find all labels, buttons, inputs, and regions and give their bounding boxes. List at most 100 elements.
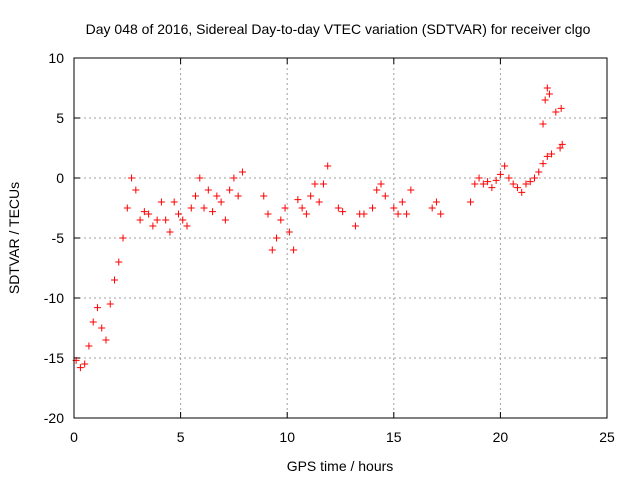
data-point-marker [196, 174, 204, 182]
data-point-marker [115, 258, 123, 266]
data-point-marker [174, 210, 182, 218]
data-point-marker [179, 216, 187, 224]
data-point-marker [324, 162, 332, 170]
data-point-marker [85, 342, 93, 350]
data-point-marker [281, 204, 289, 212]
y-tick-label: -20 [44, 410, 64, 426]
data-point-marker [351, 222, 359, 230]
data-point-marker [149, 222, 157, 230]
data-point-marker [221, 216, 229, 224]
data-point-marker [543, 152, 551, 160]
data-point-marker [273, 234, 281, 242]
data-point-marker [535, 168, 543, 176]
data-point-marker [496, 170, 504, 178]
chart-title: Day 048 of 2016, Sidereal Day-to-day VTE… [86, 21, 591, 37]
data-point-marker [509, 180, 517, 188]
data-point-marker [209, 208, 217, 216]
data-point-marker [373, 186, 381, 194]
data-point-marker [334, 204, 342, 212]
data-point-marker [238, 168, 246, 176]
data-point-marker [106, 300, 114, 308]
data-point-marker [479, 180, 487, 188]
x-tick-label: 10 [279, 429, 295, 445]
data-point-marker [339, 208, 347, 216]
data-point-marker [187, 204, 195, 212]
data-point-marker [522, 180, 530, 188]
data-point-marker [123, 204, 131, 212]
x-tick-label: 20 [493, 429, 509, 445]
data-point-marker [488, 184, 496, 192]
data-point-marker [545, 90, 553, 98]
data-point-marker [260, 192, 268, 200]
data-point-marker [398, 198, 406, 206]
data-point-marker [475, 174, 483, 182]
y-tick-label: -10 [44, 290, 64, 306]
data-point-marker [290, 246, 298, 254]
data-point-marker [539, 160, 547, 168]
data-point-marker [102, 336, 110, 344]
data-point-marker [81, 360, 89, 368]
data-points [72, 84, 566, 372]
data-point-marker [294, 196, 302, 204]
data-point-marker [298, 204, 306, 212]
data-point-marker [394, 210, 402, 218]
grid-layer [74, 58, 607, 418]
data-point-marker [556, 144, 564, 152]
data-point-marker [315, 198, 323, 206]
data-point-marker [119, 234, 127, 242]
data-point-marker [403, 210, 411, 218]
data-point-marker [505, 174, 513, 182]
data-point-marker [377, 180, 385, 188]
data-point-marker [541, 96, 549, 104]
x-tick-label: 0 [70, 429, 78, 445]
data-point-marker [98, 324, 106, 332]
data-point-marker [277, 216, 285, 224]
y-tick-label: -15 [44, 350, 64, 366]
data-point-marker [128, 174, 136, 182]
data-point-marker [302, 210, 310, 218]
data-point-marker [437, 210, 445, 218]
data-point-marker [557, 104, 565, 112]
data-point-marker [111, 276, 119, 284]
data-point-marker [217, 198, 225, 206]
data-point-marker [319, 180, 327, 188]
data-point-marker [360, 210, 368, 218]
y-tick-label: 5 [56, 110, 64, 126]
data-point-marker [432, 198, 440, 206]
data-point-marker [307, 192, 315, 200]
data-point-marker [428, 204, 436, 212]
data-point-marker [93, 304, 101, 312]
data-point-marker [140, 208, 148, 216]
data-point-marker [136, 216, 144, 224]
ticks-layer: 0 5 10 15 20 25 -20 -15 -10 -5 0 5 10 [44, 50, 615, 445]
data-point-marker [200, 204, 208, 212]
data-point-marker [548, 150, 556, 158]
plot-area-border [73, 57, 608, 419]
data-point-marker [471, 180, 479, 188]
data-point-marker [390, 204, 398, 212]
data-point-marker [162, 216, 170, 224]
data-point-marker [552, 108, 560, 116]
y-axis-label: SDTVAR / TECUs [6, 182, 22, 294]
data-point-marker [558, 140, 566, 148]
data-point-marker [157, 198, 165, 206]
data-point-marker [132, 186, 140, 194]
y-tick-label: 0 [56, 170, 64, 186]
data-point-marker [513, 184, 521, 192]
data-point-marker [183, 222, 191, 230]
data-point-marker [268, 246, 276, 254]
data-point-marker [531, 174, 539, 182]
data-point-marker [264, 210, 272, 218]
data-point-marker [526, 178, 534, 186]
data-point-marker [170, 198, 178, 206]
data-point-marker [153, 216, 161, 224]
x-tick-label: 25 [599, 429, 615, 445]
y-tick-label: 10 [48, 50, 64, 66]
data-point-marker [204, 186, 212, 194]
data-point-marker [166, 228, 174, 236]
data-point-marker [407, 186, 415, 194]
data-point-marker [539, 120, 547, 128]
data-point-marker [368, 204, 376, 212]
data-point-marker [89, 318, 97, 326]
